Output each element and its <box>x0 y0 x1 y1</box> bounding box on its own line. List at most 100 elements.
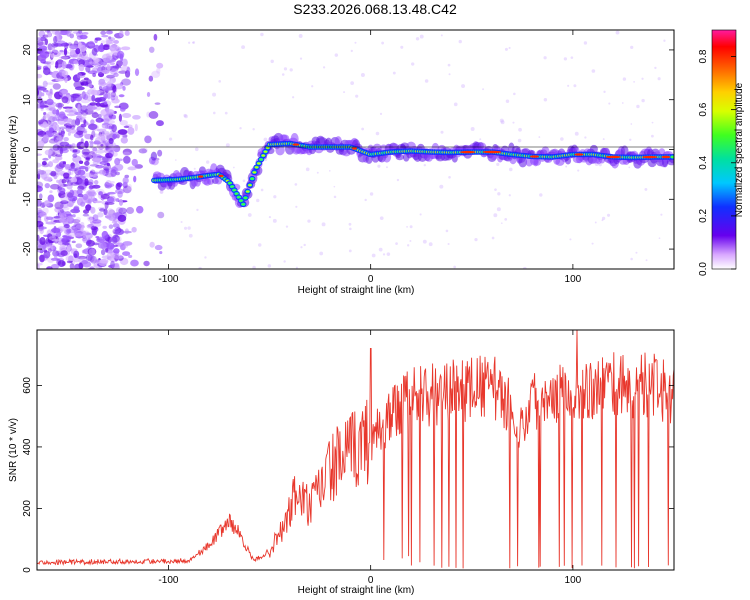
noise-blob <box>42 134 49 142</box>
noise-blob <box>101 255 112 260</box>
noise-blob <box>69 44 79 50</box>
noise-blob <box>108 149 115 157</box>
ridge-core <box>228 182 232 185</box>
noise-blob <box>48 236 57 241</box>
noise-dot <box>263 137 268 142</box>
noise-blob <box>96 236 105 243</box>
noise-blob <box>146 91 151 98</box>
y-tick-label: 0 <box>22 567 33 573</box>
noise-dot <box>458 39 462 44</box>
noise-dot <box>565 165 568 168</box>
noise-blob <box>39 45 48 51</box>
noise-blob <box>98 191 103 196</box>
noise-blob <box>92 133 100 138</box>
noise-blob <box>63 118 73 123</box>
noise-blob <box>46 98 54 106</box>
noise-dot <box>321 222 326 227</box>
snr-frame <box>36 329 675 571</box>
ridge-halo <box>395 153 405 161</box>
noise-dot <box>629 138 632 141</box>
noise-dot <box>319 251 324 256</box>
noise-blob <box>38 193 43 200</box>
noise-dot <box>192 41 196 44</box>
noise-blob <box>66 113 76 117</box>
noise-dot <box>273 195 277 199</box>
noise-blob <box>44 113 51 119</box>
noise-blob <box>51 227 61 233</box>
noise-dot <box>636 104 640 109</box>
noise-blob <box>101 122 111 126</box>
noise-dot <box>407 244 410 247</box>
noise-blob <box>117 50 125 59</box>
noise-blob <box>78 64 85 72</box>
noise-dot <box>305 167 310 172</box>
noise-blob <box>52 109 57 115</box>
noise-blob <box>148 75 154 82</box>
noise-blob <box>74 230 85 239</box>
noise-blob <box>66 200 74 208</box>
noise-blob <box>134 68 140 77</box>
noise-blob <box>69 65 74 71</box>
noise-blob <box>60 200 69 205</box>
noise-blob <box>102 140 106 144</box>
noise-blob <box>126 66 131 74</box>
noise-blob <box>80 47 84 52</box>
noise-blob <box>108 36 112 40</box>
noise-dot <box>283 260 286 263</box>
noise-dot <box>184 114 188 119</box>
noise-dot <box>258 243 262 247</box>
colorbar-tick-label: 0.2 <box>698 209 709 223</box>
ridge-hotspot <box>574 153 584 156</box>
noise-blob <box>51 239 61 242</box>
noise-dot <box>522 266 527 269</box>
noise-blob <box>82 237 88 244</box>
noise-blob <box>112 133 118 139</box>
ridge-hotspot <box>198 175 204 178</box>
spectrogram-y-axis: -20 -10 0 10 20 <box>22 44 674 256</box>
noise-blob <box>37 134 42 141</box>
colorbar-gradient <box>711 29 737 270</box>
noise-blob <box>94 105 102 111</box>
noise-dot <box>543 56 547 60</box>
noise-blob <box>111 263 120 269</box>
noise-blob <box>107 249 113 254</box>
noise-dot <box>406 225 408 228</box>
noise-blob <box>42 80 48 88</box>
noise-blob <box>100 249 106 256</box>
spectrogram-noise <box>37 30 668 269</box>
noise-blob <box>121 62 127 67</box>
ridge-core <box>263 150 268 153</box>
noise-blob <box>83 94 89 101</box>
noise-blob <box>37 38 45 42</box>
noise-blob <box>72 214 76 218</box>
noise-dot <box>267 264 272 268</box>
ridge-core <box>254 166 259 169</box>
noise-dot <box>630 123 633 125</box>
noise-blob <box>39 102 45 110</box>
noise-blob <box>96 128 107 132</box>
noise-blob <box>115 198 120 202</box>
noise-blob <box>106 74 115 79</box>
noise-blob <box>105 183 115 188</box>
noise-blob <box>90 134 94 141</box>
noise-blob <box>61 261 66 267</box>
noise-blob <box>112 144 121 153</box>
noise-dot <box>252 128 255 131</box>
noise-blob <box>105 109 115 115</box>
noise-dot <box>409 225 413 229</box>
noise-dot <box>574 131 579 136</box>
noise-dot <box>508 167 513 172</box>
noise-dot <box>183 226 188 230</box>
noise-blob <box>151 70 161 78</box>
noise-blob <box>104 93 109 99</box>
noise-dot <box>281 73 285 76</box>
noise-blob <box>82 213 90 217</box>
noise-blob <box>87 70 98 75</box>
noise-dot <box>494 188 497 191</box>
noise-blob <box>51 30 59 35</box>
noise-dot <box>448 73 451 76</box>
noise-blob <box>126 206 135 214</box>
noise-dot <box>606 213 611 217</box>
noise-blob <box>73 257 80 263</box>
